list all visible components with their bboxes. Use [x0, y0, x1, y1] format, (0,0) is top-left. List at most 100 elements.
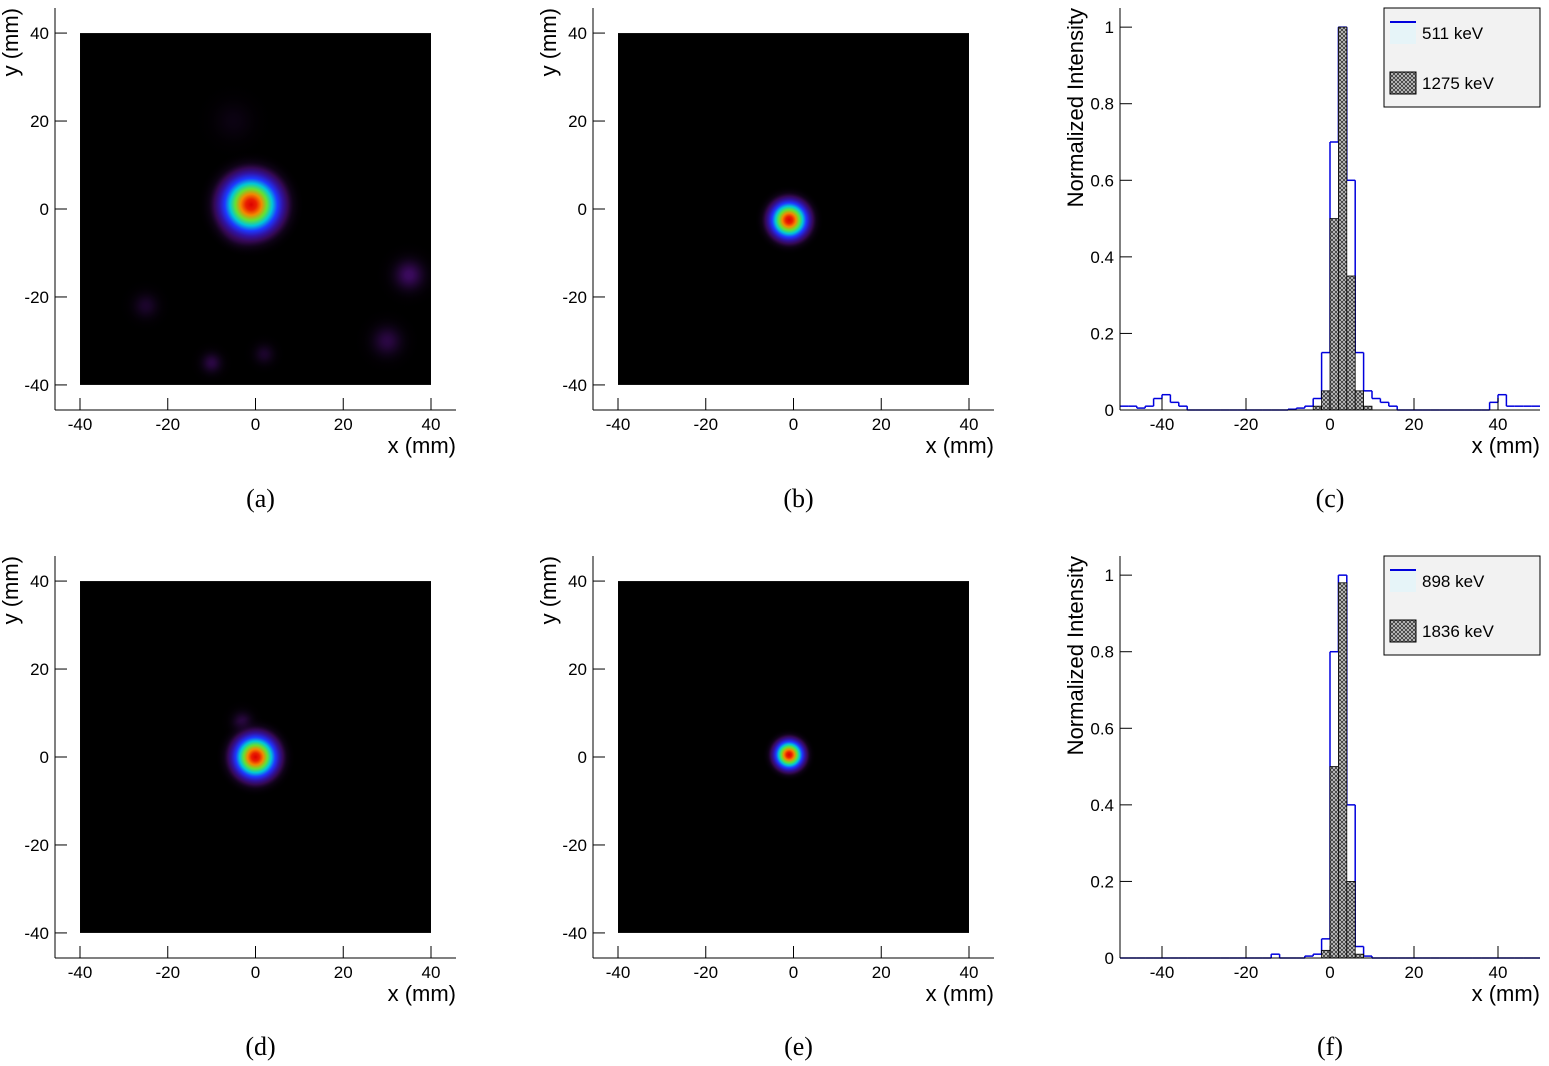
y-tick-label: 0 [40, 200, 49, 219]
y-tick-label: 20 [30, 112, 49, 131]
panel: 898 keV 1836 keV -40 -20 0 20 40 0 0.2 0.4 0.6 0.8 1… [1063, 555, 1541, 1061]
y-tick-label: 0 [1105, 401, 1114, 420]
x-tick-label: 20 [1405, 415, 1424, 434]
bar [1346, 275, 1356, 411]
y-axis-label: y (mm) [0, 8, 23, 76]
x-tick-label: 20 [872, 415, 891, 434]
y-tick-label: 0.8 [1090, 643, 1114, 662]
hotspot [216, 717, 295, 797]
y-tick-label: -40 [562, 924, 587, 943]
panel: 511 keV 1275 keV -40 -20 0 20 40 0 0.2 0.4 0.6 0.8 1… [1063, 7, 1541, 513]
x-tick-label: -40 [68, 415, 93, 434]
y-tick-label: 0 [1105, 949, 1114, 968]
legend-label: 898 keV [1422, 572, 1485, 591]
caption: (f) [1317, 1032, 1343, 1061]
x-tick-label: -40 [68, 963, 93, 982]
y-tick-label: -40 [562, 376, 587, 395]
x-tick-label: 40 [1489, 963, 1508, 982]
x-tick-label: -40 [606, 415, 631, 434]
x-axis-label: x (mm) [926, 981, 994, 1006]
image [754, 185, 824, 255]
legend-label: 511 keV [1422, 24, 1484, 43]
y-axis-label: y (mm) [536, 8, 561, 76]
bar [1321, 390, 1331, 411]
y-tick-label: 0.6 [1090, 171, 1114, 190]
bar [1354, 953, 1364, 959]
image [112, 68, 431, 385]
x-tick-label: 0 [251, 415, 260, 434]
x-tick-label: -20 [693, 963, 718, 982]
legend-swatch [1389, 71, 1417, 95]
x-axis-label: x (mm) [388, 981, 456, 1006]
x-axis-label: x (mm) [388, 433, 456, 458]
bar [1329, 218, 1339, 411]
x-tick-label: -20 [693, 415, 718, 434]
image [762, 728, 816, 782]
x-axis-label: x (mm) [1472, 433, 1540, 458]
legend-label: 1836 keV [1422, 622, 1494, 641]
y-tick-label: 40 [568, 572, 587, 591]
caption: (a) [246, 484, 275, 513]
y-tick-label: 0.2 [1090, 324, 1114, 343]
x-tick-label: 40 [960, 415, 979, 434]
legend-label: 1275 keV [1422, 74, 1494, 93]
x-tick-label: 0 [1325, 415, 1334, 434]
y-tick-label: 20 [568, 112, 587, 131]
x-tick-label: -20 [155, 415, 180, 434]
y-tick-label: 0.4 [1090, 248, 1114, 267]
y-tick-label: 20 [568, 660, 587, 679]
hotspot [198, 151, 304, 258]
x-tick-label: 20 [334, 415, 353, 434]
hotspot [762, 728, 816, 782]
hotspot [754, 185, 824, 255]
bar [1354, 390, 1364, 411]
caption: (c) [1316, 484, 1345, 513]
y-axis-label: y (mm) [536, 556, 561, 624]
x-tick-label: -40 [606, 963, 631, 982]
hotspot [112, 272, 179, 339]
x-tick-label: -40 [1150, 963, 1175, 982]
x-tick-label: -40 [1150, 415, 1175, 434]
x-tick-label: 0 [789, 415, 798, 434]
y-tick-label: -20 [24, 288, 49, 307]
hotspot [185, 336, 238, 385]
hotspot [369, 235, 431, 315]
x-axis-label: x (mm) [926, 433, 994, 458]
x-tick-label: 40 [422, 963, 441, 982]
y-tick-label: 0.8 [1090, 95, 1114, 114]
image [216, 695, 295, 797]
x-axis-label: x (mm) [1472, 981, 1540, 1006]
y-tick-label: 40 [568, 24, 587, 43]
y-tick-label: 40 [30, 572, 49, 591]
bar [1321, 949, 1331, 959]
hotspot [237, 327, 291, 381]
y-tick-label: -40 [24, 376, 49, 395]
y-axis-label: Normalized Intensity [1063, 556, 1088, 755]
y-axis-label: y (mm) [0, 556, 23, 624]
x-tick-label: -20 [1234, 415, 1259, 434]
y-tick-label: -20 [562, 288, 587, 307]
caption: (d) [245, 1032, 275, 1061]
x-tick-label: 0 [1325, 963, 1334, 982]
bar [1338, 26, 1348, 411]
y-tick-label: 0.4 [1090, 796, 1114, 815]
y-tick-label: 20 [30, 660, 49, 679]
x-tick-label: -20 [1234, 963, 1259, 982]
y-tick-label: -40 [24, 924, 49, 943]
hotspot [347, 301, 427, 381]
bar [1363, 405, 1373, 411]
x-tick-label: 20 [1405, 963, 1424, 982]
x-tick-label: 40 [1489, 415, 1508, 434]
bar [1346, 881, 1356, 959]
y-axis-label: Normalized Intensity [1063, 8, 1088, 207]
x-tick-label: 0 [789, 963, 798, 982]
x-tick-label: 40 [422, 415, 441, 434]
x-tick-label: 0 [251, 963, 260, 982]
caption: (e) [784, 1032, 813, 1061]
